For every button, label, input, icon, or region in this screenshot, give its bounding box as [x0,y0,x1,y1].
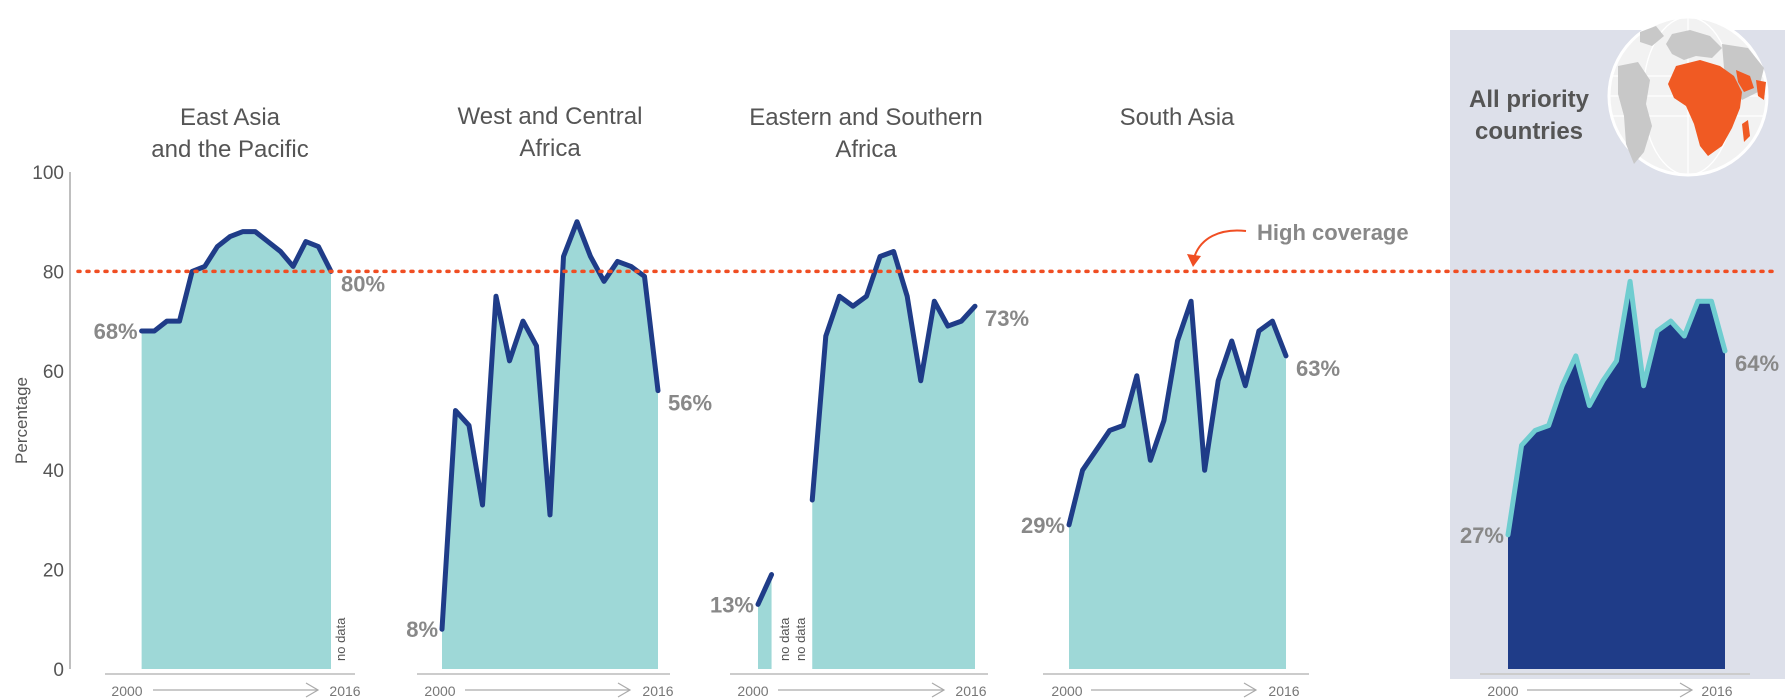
start-value-label: 27% [1460,523,1504,548]
high-coverage-label: High coverage [1257,220,1409,245]
panel-title-line: countries [1475,118,1583,145]
end-value-label: 64% [1735,351,1779,376]
year-start-label: 2000 [111,683,142,699]
year-end-label: 2016 [955,683,986,699]
start-value-label: 13% [710,592,754,617]
y-tick-label: 80 [43,262,64,283]
start-value-label: 68% [94,319,138,344]
panel-1: East Asia and the Pacific 68% 80% no data 200… [94,104,385,699]
start-value-label: 29% [1021,513,1065,538]
globe-land-south-asia [1756,80,1766,100]
arrowhead-icon [1187,254,1201,267]
end-value-label: 63% [1296,356,1340,381]
year-start-label: 2000 [424,683,455,699]
y-ticks: 0 20 40 60 80 100 [32,163,64,681]
year-start-label: 2000 [1487,683,1518,699]
y-tick-label: 100 [32,163,64,184]
panels: East Asia and the Pacific 68% 80% no data 200… [94,86,1779,699]
panel-title-line: South Asia [1120,104,1235,131]
timeline-arrowhead-icon [1679,682,1694,698]
timeline-arrowhead-icon [305,682,320,698]
area-fill [812,251,975,669]
panel-title-line: Africa [519,135,581,162]
year-end-label: 2016 [329,683,360,699]
area-fill [141,231,331,669]
high-coverage-annotation: High coverage [1187,220,1409,267]
globe-icon [1607,15,1769,177]
end-value-label: 56% [668,391,712,416]
area-fill [1508,281,1725,669]
panel-title-line: and the Pacific [151,136,308,163]
panel-2: West and Central Africa 8% 56% 2000 2016 [406,103,712,699]
year-end-label: 2016 [642,683,673,699]
year-end-label: 2016 [1268,683,1299,699]
panel-5: All priority countries 27% 64% 2000 2016 [1460,86,1779,699]
y-tick-label: 20 [43,561,64,582]
globe-land-arabia [1736,70,1754,92]
timeline-arrowhead-icon [1243,682,1258,698]
y-axis-label: Percentage [12,377,31,464]
no-data-label: no data [333,617,348,661]
series-line [755,572,775,607]
panel-title-line: East Asia [180,104,281,131]
panel-title-line: Africa [835,136,897,163]
year-start-label: 2000 [1051,683,1082,699]
timeline-arrowhead-icon [931,682,946,698]
series-line [139,229,334,334]
y-tick-label: 40 [43,461,64,482]
no-data-label: no data [777,617,792,661]
panel-title-line: All priority [1469,86,1590,113]
no-data-label: no data [793,617,808,661]
high-coverage-arrow-icon [1193,229,1247,259]
area-fill [1069,301,1286,669]
end-value-label: 73% [985,306,1029,331]
panel-4: South Asia 29% 63% 2000 2016 [1021,104,1340,699]
globe-land-greenland [1640,26,1664,46]
timeline-arrowhead-icon [617,682,632,698]
year-start-label: 2000 [737,683,768,699]
globe-land-africa [1668,60,1742,156]
panel-title-line: West and Central [458,103,643,130]
y-tick-label: 60 [43,362,64,383]
y-tick-label: 0 [53,660,64,681]
panel-title-line: Eastern and Southern [749,104,983,131]
start-value-label: 8% [406,617,438,642]
panel-3: Eastern and Southern Africa 13% 73% no data n… [710,104,1029,699]
year-end-label: 2016 [1701,683,1732,699]
globe-land-madagascar [1742,120,1750,142]
end-value-label: 80% [341,271,385,296]
globe-land-europe [1666,30,1722,60]
globe-land-americas [1618,62,1652,164]
